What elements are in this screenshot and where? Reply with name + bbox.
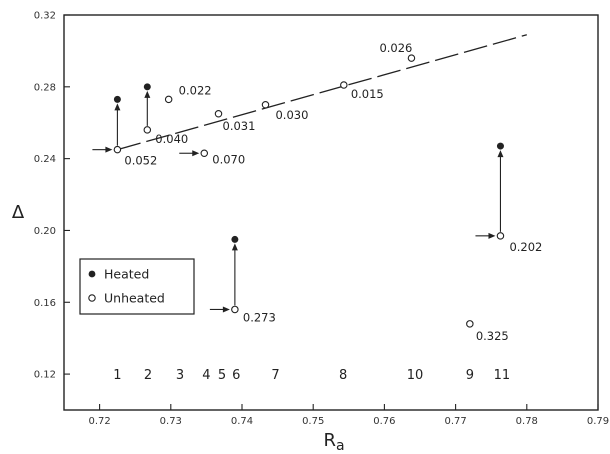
case-number-2: 3 xyxy=(176,368,184,383)
point-label-5: 0.273 xyxy=(243,310,276,324)
x-tick-label-7: 0.79 xyxy=(587,416,609,427)
x-axis-label-sub: a xyxy=(336,438,345,454)
axis-ticks: 0.72 0.73 0.74 0.75 0.76 0.77 0.78 0.79 0.12 0.16… xyxy=(34,11,609,428)
x-axis-label-main: R xyxy=(323,430,336,451)
case-number-3: 4 xyxy=(202,368,210,383)
y-tick-label-2: 0.20 xyxy=(34,226,56,237)
y-axis-label: Δ xyxy=(12,202,25,223)
heating-arrow-head-3 xyxy=(497,150,504,158)
case-number-5: 6 xyxy=(232,368,240,383)
y-tick-label-0: 0.12 xyxy=(34,370,56,381)
case-number-0: 1 xyxy=(113,368,121,383)
x-axis-label: Ra xyxy=(323,430,344,454)
x-tick-label-0: 0.72 xyxy=(88,416,110,427)
heating-arrow-3 xyxy=(497,150,504,232)
y-tick-label-5: 0.32 xyxy=(34,11,56,22)
point-label-9: 0.325 xyxy=(476,329,509,343)
x-tick-label-1: 0.73 xyxy=(160,416,182,427)
fit-line-group xyxy=(117,34,527,151)
plot-frame xyxy=(63,14,599,411)
unheated-point-6 xyxy=(261,101,270,109)
case-number-9: 9 xyxy=(466,368,474,383)
unheated-point-9 xyxy=(466,320,474,328)
legend-heated-marker xyxy=(88,270,96,278)
unheated-point-8 xyxy=(407,54,416,62)
side-arrow-head-3 xyxy=(488,232,496,239)
unheated-point-0 xyxy=(113,145,122,154)
x-tick-label-4: 0.76 xyxy=(373,416,395,427)
heating-arrow-head-1 xyxy=(144,90,151,98)
legend-unheated-marker xyxy=(88,294,96,302)
case-number-8: 10 xyxy=(407,368,424,383)
side-arrow-head-2 xyxy=(222,306,230,313)
unheated-point-1 xyxy=(143,126,152,134)
point-label-8: 0.026 xyxy=(379,41,412,55)
legend: Heated Unheated xyxy=(79,258,195,315)
side-arrow-2 xyxy=(209,306,230,313)
legend-heated-label: Heated xyxy=(104,267,149,282)
point-labels: 0.052 0.040 0.022 0.070 0.031 0.273 0.030 0.015… xyxy=(124,41,542,343)
unheated-point-2 xyxy=(164,95,173,104)
heated-point-2 xyxy=(231,235,239,243)
heated-point-1 xyxy=(143,83,151,91)
case-number-10: 11 xyxy=(494,368,511,383)
unheated-point-10 xyxy=(496,232,505,240)
point-label-0: 0.052 xyxy=(124,154,157,168)
legend-unheated-label: Unheated xyxy=(104,291,165,306)
case-number-1: 2 xyxy=(144,368,152,383)
case-numbers: 1 2 3 4 5 6 7 8 10 9 11 xyxy=(113,368,510,383)
x-tick-label-2: 0.74 xyxy=(231,416,253,427)
fit-line xyxy=(117,34,527,151)
point-label-6: 0.030 xyxy=(275,108,308,122)
heating-arrow-0 xyxy=(114,103,121,146)
point-label-7: 0.015 xyxy=(351,87,384,101)
case-number-7: 8 xyxy=(339,368,347,383)
side-arrow-head-1 xyxy=(192,150,200,157)
unheated-point-7 xyxy=(340,81,348,89)
case-number-4: 5 xyxy=(218,368,226,383)
point-label-10: 0.202 xyxy=(509,240,542,254)
data-points xyxy=(113,54,505,328)
case-number-6: 7 xyxy=(271,368,279,383)
heating-arrow-head-0 xyxy=(114,103,121,111)
heating-arrows xyxy=(114,90,504,306)
side-arrow-0 xyxy=(92,146,113,153)
point-label-4: 0.031 xyxy=(223,119,256,133)
side-arrow-head-0 xyxy=(105,146,113,153)
x-tick-label-6: 0.78 xyxy=(516,416,538,427)
side-arrow-1 xyxy=(179,150,200,157)
y-tick-label-3: 0.24 xyxy=(34,154,56,165)
x-tick-label-3: 0.75 xyxy=(302,416,324,427)
point-label-2: 0.022 xyxy=(179,83,212,97)
unheated-point-5 xyxy=(231,305,239,314)
heating-arrow-1 xyxy=(144,90,151,126)
side-arrows xyxy=(92,146,496,313)
unheated-point-3 xyxy=(200,149,209,158)
heating-arrow-head-2 xyxy=(231,243,238,251)
heated-point-3 xyxy=(496,142,504,150)
point-label-3: 0.070 xyxy=(212,152,245,166)
point-label-1: 0.040 xyxy=(155,132,188,146)
y-tick-label-1: 0.16 xyxy=(34,298,56,309)
y-tick-label-4: 0.28 xyxy=(34,82,56,93)
side-arrow-3 xyxy=(475,232,496,239)
unheated-point-4 xyxy=(214,110,223,118)
legend-box xyxy=(79,258,195,315)
x-tick-label-5: 0.77 xyxy=(444,416,466,427)
heating-arrow-2 xyxy=(231,243,238,306)
heated-point-0 xyxy=(113,95,121,103)
